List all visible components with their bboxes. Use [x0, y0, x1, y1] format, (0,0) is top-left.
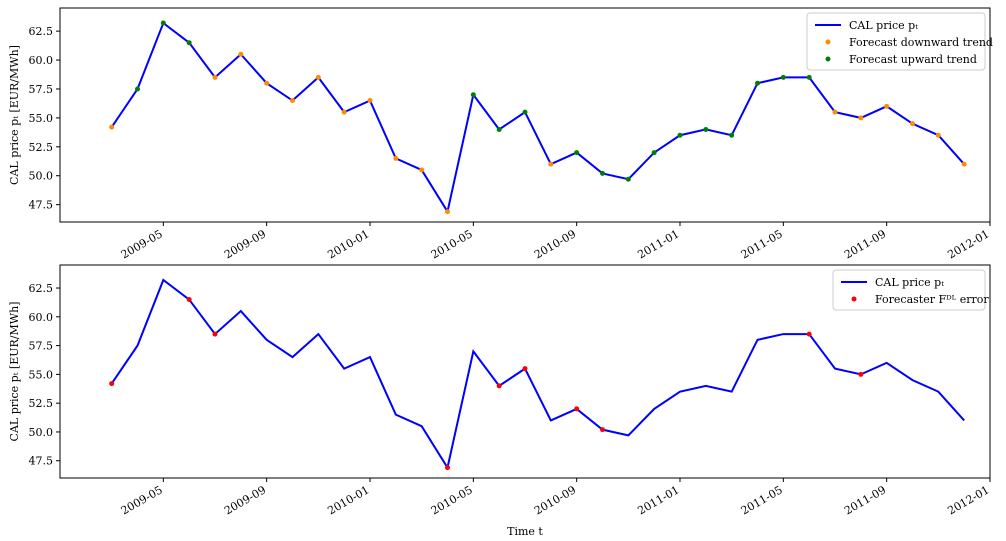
marker [160, 20, 166, 26]
legend-swatch [825, 39, 831, 45]
x-tick-label: 2009-09 [222, 483, 268, 517]
marker [806, 74, 812, 80]
legend-label: Forecast upward trend [849, 53, 977, 66]
x-tick-label: 2011-05 [739, 483, 785, 517]
marker [445, 209, 450, 215]
marker [290, 98, 295, 104]
y-tick-label: 60.0 [29, 311, 54, 324]
marker [212, 331, 218, 337]
marker [522, 109, 528, 115]
y-axis-label: CAL price pₜ [EUR/MWh] [8, 45, 21, 185]
marker [780, 74, 786, 80]
marker [729, 132, 735, 138]
marker [212, 74, 218, 80]
x-tick-label: 2009-05 [119, 227, 165, 261]
x-tick-label: 2011-05 [739, 227, 785, 261]
marker [109, 381, 115, 387]
marker [548, 161, 554, 167]
y-tick-label: 47.5 [29, 455, 54, 468]
marker [264, 80, 270, 86]
x-tick-label: 2011-01 [635, 227, 681, 261]
plot-area [59, 7, 991, 223]
y-tick-label: 55.0 [29, 112, 54, 125]
marker [574, 406, 580, 412]
x-tick-label: 2011-09 [842, 483, 888, 517]
x-tick-label: 2012-01 [945, 227, 991, 261]
marker [600, 427, 605, 433]
x-tick-label: 2009-09 [222, 227, 268, 261]
y-tick-label: 60.0 [29, 54, 54, 67]
marker [858, 371, 864, 377]
legend-label: Forecast downward trend [849, 36, 993, 49]
marker [419, 167, 425, 173]
marker [109, 124, 115, 130]
marker [393, 155, 399, 161]
x-tick-label: 2011-01 [635, 483, 681, 517]
y-tick-label: 52.5 [29, 397, 54, 410]
y-tick-label: 47.5 [29, 199, 54, 212]
y-tick-label: 57.5 [29, 83, 54, 96]
x-axis-label: Time t [507, 525, 543, 538]
marker [858, 115, 864, 121]
plot-area [59, 264, 991, 479]
price-line [110, 278, 965, 471]
price-line [110, 21, 965, 215]
legend-label: Forecaster Fᴰᴸ error [875, 293, 989, 306]
marker [186, 297, 192, 303]
y-axis-label: CAL price pₜ [EUR/MWh] [8, 302, 21, 442]
marker [935, 132, 941, 138]
y-tick-label: 55.0 [29, 368, 54, 381]
marker [574, 150, 580, 156]
x-tick-label: 2011-09 [842, 227, 888, 261]
x-tick-label: 2012-01 [945, 483, 991, 517]
x-tick-label: 2009-05 [119, 483, 165, 517]
y-tick-label: 50.0 [29, 170, 54, 183]
legend-swatch [851, 296, 857, 302]
marker [884, 103, 890, 109]
marker [522, 366, 528, 372]
y-tick-label: 52.5 [29, 141, 54, 154]
marker [910, 121, 915, 127]
marker [625, 176, 631, 182]
marker [135, 86, 140, 92]
marker [961, 161, 967, 167]
x-tick-label: 2010-01 [325, 483, 371, 517]
x-tick-label: 2010-09 [532, 483, 578, 517]
legend: CAL price pₜ Forecast downward trend Forec… [806, 12, 993, 71]
legend-swatch [825, 56, 831, 62]
marker [238, 51, 244, 57]
marker [832, 109, 838, 115]
marker [651, 150, 657, 156]
marker [496, 126, 502, 132]
marker [703, 126, 709, 132]
marker [186, 40, 192, 46]
x-tick-label: 2010-05 [429, 483, 475, 517]
x-tick-label: 2010-01 [325, 227, 371, 261]
legend-label: CAL price pₜ [849, 19, 918, 32]
y-tick-label: 62.5 [29, 25, 54, 38]
marker [367, 98, 373, 104]
x-tick-label: 2010-09 [532, 227, 578, 261]
marker [677, 132, 683, 138]
legend-label: CAL price pₜ [875, 276, 944, 289]
y-tick-label: 50.0 [29, 426, 54, 439]
x-tick-label: 2010-05 [429, 227, 475, 261]
marker [341, 109, 347, 115]
marker [445, 465, 450, 471]
y-tick-label: 62.5 [29, 282, 54, 295]
marker [496, 383, 502, 389]
legend: CAL price pₜ Forecaster Fᴰᴸ error [832, 269, 989, 311]
marker [755, 80, 760, 86]
marker [315, 74, 321, 80]
legend-box [806, 12, 986, 71]
marker [806, 331, 812, 337]
legend-box [832, 269, 986, 311]
marker [600, 170, 605, 176]
marker [470, 92, 476, 98]
y-tick-label: 57.5 [29, 340, 54, 353]
